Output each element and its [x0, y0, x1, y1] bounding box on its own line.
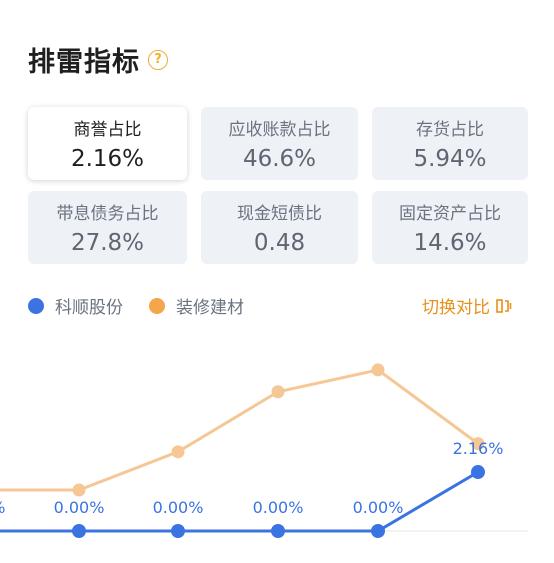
metric-card-fixed-assets[interactable]: 固定资产占比 14.6% — [372, 191, 528, 264]
data-label-0: 0.00% — [0, 498, 5, 517]
metric-value: 0.48 — [253, 230, 306, 256]
metric-card-inventory[interactable]: 存货占比 5.94% — [372, 107, 528, 180]
data-label-3: 0.00% — [253, 498, 304, 517]
legend-dot-industry — [149, 297, 165, 314]
metric-label: 带息债务占比 — [56, 204, 159, 224]
trend-chart: 0.00% 0.00% 0.00% 0.00% 0.00% 2.16% — [0, 363, 528, 538]
metric-card-interest-debt[interactable]: 带息债务占比 27.8% — [28, 191, 187, 264]
data-point-industry-3[interactable] — [271, 385, 285, 399]
metric-label: 应收账款占比 — [228, 120, 331, 140]
data-label-5: 2.16% — [453, 439, 504, 458]
legend-dot-company — [28, 297, 44, 314]
metric-value: 5.94% — [413, 146, 487, 172]
section-header: 排雷指标 ? — [28, 40, 168, 79]
data-point-industry-1[interactable] — [72, 483, 86, 497]
switch-icon — [496, 298, 512, 313]
help-icon[interactable]: ? — [148, 49, 168, 70]
metric-label: 现金短债比 — [237, 204, 322, 224]
switch-compare-button[interactable]: 切换对比 — [422, 293, 512, 318]
data-point-industry-5[interactable] — [471, 437, 485, 451]
legend-label-industry: 装修建材 — [176, 298, 244, 318]
metric-value: 2.16% — [70, 146, 145, 172]
series-line-industry — [0, 368, 479, 492]
legend-label-company: 科顺股份 — [55, 298, 123, 318]
switch-compare-label: 切换对比 — [422, 298, 490, 318]
metric-card-cash-debt-ratio[interactable]: 现金短债比 0.48 — [201, 191, 358, 264]
data-point-company-2[interactable] — [171, 524, 185, 538]
metric-value: 46.6% — [242, 146, 317, 172]
metric-value: 14.6% — [413, 230, 487, 256]
data-point-company-3[interactable] — [271, 524, 285, 538]
metric-label: 固定资产占比 — [399, 204, 501, 224]
metric-grid: 商誉占比 2.16% 应收账款占比 46.6% 存货占比 5.94% 带息债务占… — [28, 107, 528, 264]
data-label-1: 0.00% — [54, 498, 105, 517]
data-point-company-1[interactable] — [72, 524, 86, 538]
series-line-company — [0, 470, 479, 533]
metric-card-receivables[interactable]: 应收账款占比 46.6% — [201, 107, 358, 180]
metric-label: 商誉占比 — [73, 120, 142, 140]
data-point-company-5[interactable] — [471, 465, 485, 480]
metric-card-goodwill[interactable]: 商誉占比 2.16% — [28, 107, 187, 180]
chart-legend: 科顺股份 装修建材 — [28, 293, 270, 318]
section-title: 排雷指标 — [28, 47, 140, 78]
data-point-industry-2[interactable] — [171, 445, 185, 459]
data-point-industry-4[interactable] — [371, 363, 385, 377]
legend-item-company[interactable]: 科顺股份 — [28, 293, 123, 318]
metric-label: 存货占比 — [416, 120, 484, 140]
data-label-2: 0.00% — [153, 498, 204, 517]
legend-item-industry[interactable]: 装修建材 — [149, 293, 244, 318]
data-point-company-4[interactable] — [371, 524, 385, 538]
metric-value: 27.8% — [70, 230, 145, 256]
data-label-4: 0.00% — [353, 498, 404, 517]
